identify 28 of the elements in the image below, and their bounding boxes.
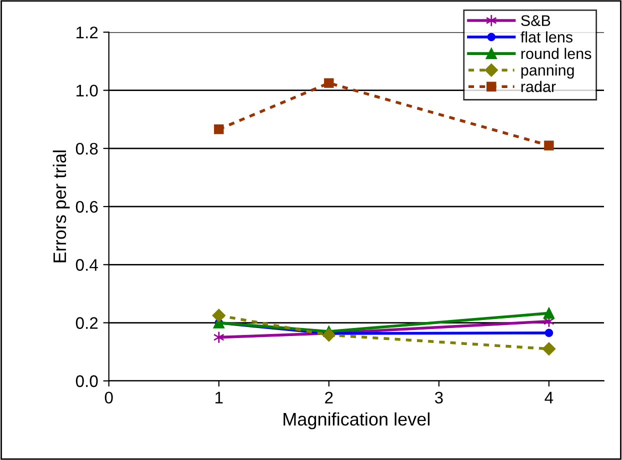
y-axis-title: Errors per trial [52,150,70,262]
y-tick-label: 1.2 [76,26,98,38]
x-tick-label: 1 [216,392,223,404]
y-tick-label: 0.4 [76,259,98,271]
y-tick-label: 0.2 [76,317,98,329]
point [544,328,554,338]
y-tick-label: 0.6 [76,200,98,213]
point [322,328,336,342]
y-tick-label: 0.8 [76,142,98,155]
legend-label: flat lens [520,31,572,43]
x-axis-title: Magnification level [284,412,430,430]
legend-label: radar [521,80,556,92]
x-tick-label: 0 [104,392,113,404]
legend-label: round lens [521,48,592,60]
point [212,308,226,322]
point [324,78,334,88]
point [543,308,555,319]
y-tick-label: 0.0 [76,375,98,388]
legend-label: panning [521,64,574,79]
point [544,140,554,150]
x-tick-label: 2 [325,392,333,404]
point [542,342,556,356]
y-tick-label: 1.0 [76,84,98,97]
point [214,124,224,134]
x-tick-label: 3 [434,392,443,404]
legend-label: S&B [521,15,550,26]
x-tick-label: 4 [544,392,554,404]
point [213,331,224,344]
